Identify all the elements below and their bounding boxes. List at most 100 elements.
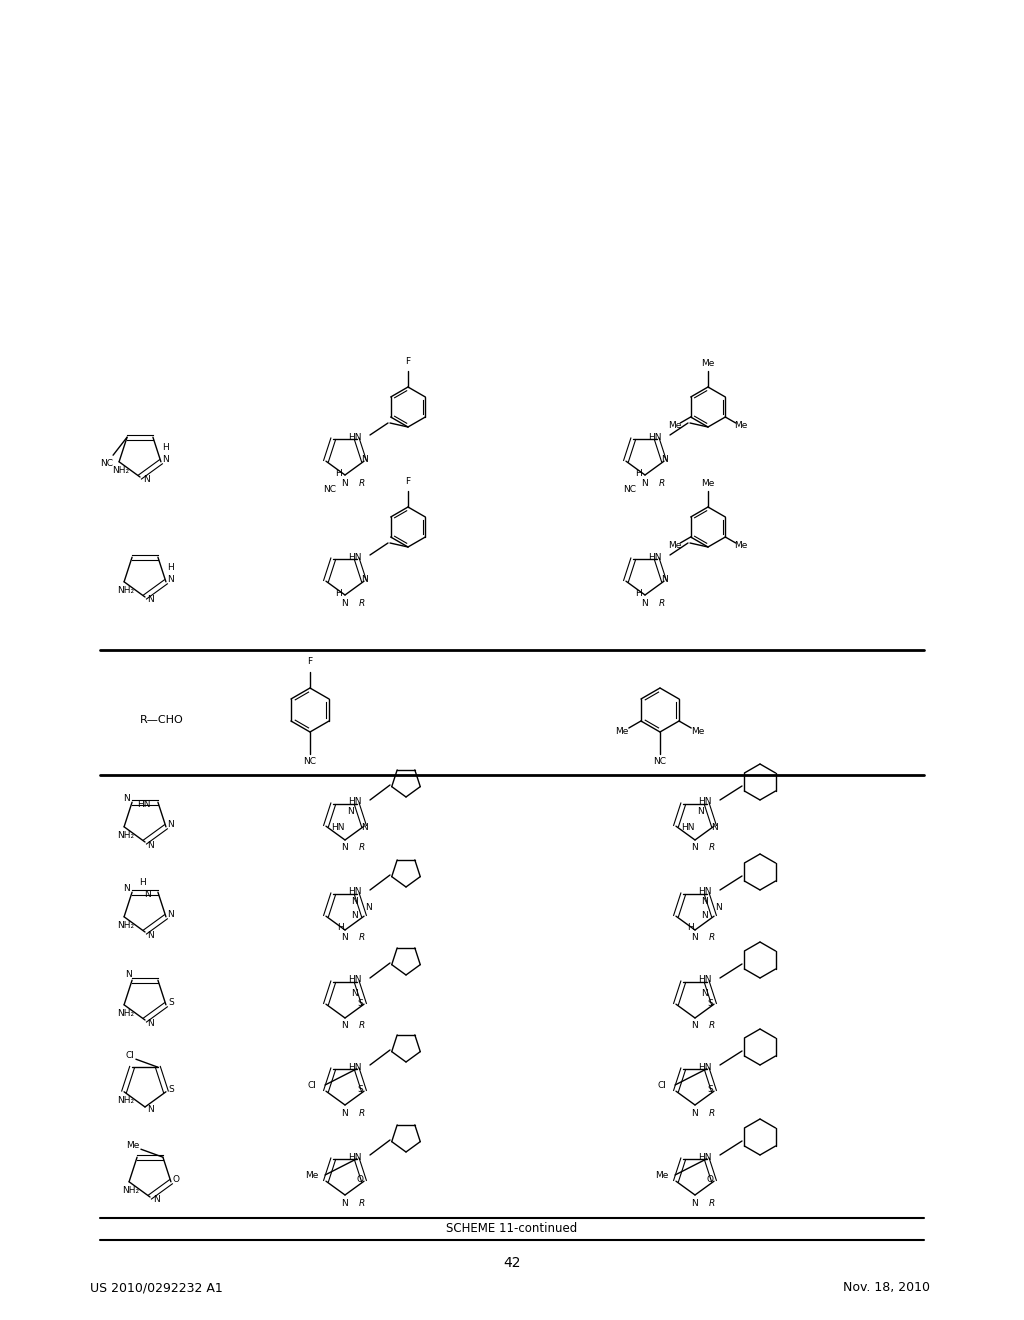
Text: R: R [709, 843, 715, 853]
Text: HN: HN [698, 975, 712, 985]
Text: NH₂: NH₂ [118, 921, 134, 931]
Text: N: N [342, 1199, 348, 1208]
Text: N: N [715, 903, 721, 912]
Text: S: S [357, 998, 362, 1007]
Text: H: H [335, 469, 341, 478]
Text: NH₂: NH₂ [113, 466, 130, 475]
Text: R: R [709, 1109, 715, 1118]
Text: N: N [144, 890, 152, 899]
Text: Cl: Cl [657, 1081, 667, 1089]
Text: R: R [709, 1199, 715, 1208]
Text: H: H [687, 924, 693, 932]
Text: Me: Me [126, 1140, 139, 1150]
Text: Cl: Cl [307, 1081, 316, 1089]
Text: N: N [701, 911, 709, 920]
Text: Me: Me [734, 541, 748, 550]
Text: N: N [691, 1109, 698, 1118]
Text: N: N [163, 455, 169, 465]
Text: N: N [342, 1022, 348, 1031]
Text: H: H [635, 589, 641, 598]
Text: HN: HN [348, 553, 361, 561]
Text: HN: HN [348, 975, 361, 985]
Text: Me: Me [655, 1171, 669, 1180]
Text: HN: HN [698, 797, 712, 807]
Text: N: N [360, 824, 368, 833]
Text: N: N [153, 1196, 160, 1204]
Text: N: N [168, 576, 174, 585]
Text: R: R [358, 933, 366, 942]
Text: NH₂: NH₂ [118, 586, 134, 595]
Text: R: R [709, 933, 715, 942]
Text: NC: NC [303, 758, 316, 767]
Text: SCHEME 11-continued: SCHEME 11-continued [446, 1221, 578, 1234]
Text: N: N [361, 576, 369, 585]
Text: N: N [147, 1019, 155, 1027]
Text: R: R [358, 843, 366, 853]
Text: F: F [307, 657, 312, 667]
Text: N: N [691, 843, 698, 853]
Text: N: N [147, 1106, 155, 1114]
Text: H: H [635, 469, 641, 478]
Text: NH₂: NH₂ [123, 1187, 139, 1196]
Text: R: R [358, 1199, 366, 1208]
Text: US 2010/0292232 A1: US 2010/0292232 A1 [90, 1282, 223, 1295]
Text: N: N [342, 843, 348, 853]
Text: N: N [147, 595, 155, 605]
Text: N: N [342, 479, 348, 487]
Text: NH₂: NH₂ [118, 832, 134, 841]
Text: HN: HN [348, 797, 361, 807]
Text: N: N [125, 970, 131, 978]
Text: N: N [691, 1199, 698, 1208]
Text: F: F [406, 356, 411, 366]
Text: N: N [142, 475, 150, 484]
Text: HN: HN [331, 824, 345, 833]
Text: HN: HN [681, 824, 694, 833]
Text: S: S [168, 998, 174, 1007]
Text: HN: HN [348, 887, 361, 896]
Text: S: S [168, 1085, 174, 1094]
Text: HN: HN [698, 1063, 712, 1072]
Text: NC: NC [624, 484, 637, 494]
Text: N: N [365, 903, 372, 912]
Text: NH₂: NH₂ [118, 1097, 134, 1105]
Text: S: S [708, 1085, 713, 1094]
Text: N: N [168, 820, 174, 829]
Text: NC: NC [100, 459, 114, 467]
Text: N: N [347, 808, 353, 817]
Text: N: N [351, 990, 358, 998]
Text: N: N [701, 990, 709, 998]
Text: N: N [696, 808, 703, 817]
Text: Me: Me [305, 1171, 318, 1180]
Text: N: N [691, 1022, 698, 1031]
Text: HN: HN [648, 433, 662, 441]
Text: H: H [168, 564, 174, 573]
Text: R: R [358, 1022, 366, 1031]
Text: R: R [709, 1022, 715, 1031]
Text: HN: HN [348, 1152, 361, 1162]
Text: S: S [357, 1085, 362, 1094]
Text: Me: Me [734, 421, 748, 430]
Text: N: N [361, 455, 369, 465]
Text: N: N [691, 933, 698, 942]
Text: HN: HN [698, 1152, 712, 1162]
Text: NC: NC [324, 484, 337, 494]
Text: N: N [123, 883, 129, 892]
Text: R: R [358, 479, 366, 487]
Text: HN: HN [348, 433, 361, 441]
Text: R: R [358, 1109, 366, 1118]
Text: Me: Me [669, 421, 682, 430]
Text: H: H [163, 444, 169, 453]
Text: O: O [707, 1176, 714, 1184]
Text: O: O [172, 1175, 179, 1184]
Text: N: N [342, 1109, 348, 1118]
Text: N: N [147, 931, 155, 940]
Text: N: N [147, 841, 155, 850]
Text: H: H [335, 589, 341, 598]
Text: S: S [708, 998, 713, 1007]
Text: N: N [351, 911, 358, 920]
Text: HN: HN [137, 800, 151, 809]
Text: Me: Me [701, 359, 715, 367]
Text: Nov. 18, 2010: Nov. 18, 2010 [843, 1282, 930, 1295]
Text: N: N [342, 933, 348, 942]
Text: F: F [406, 477, 411, 486]
